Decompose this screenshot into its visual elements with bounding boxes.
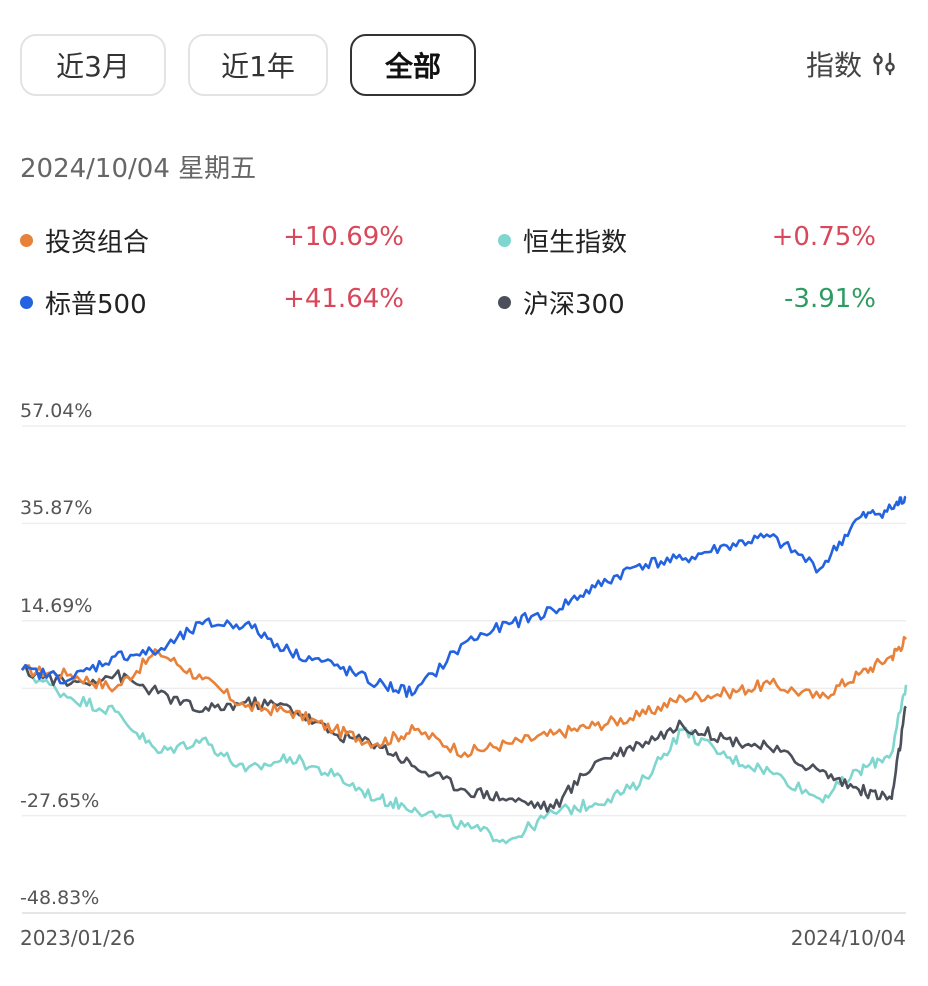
series-line-3: [22, 665, 906, 811]
x-start-label: 2023/01/26: [20, 926, 135, 950]
x-end-label: 2024/10/04: [791, 926, 906, 950]
series-line-2: [22, 497, 906, 697]
